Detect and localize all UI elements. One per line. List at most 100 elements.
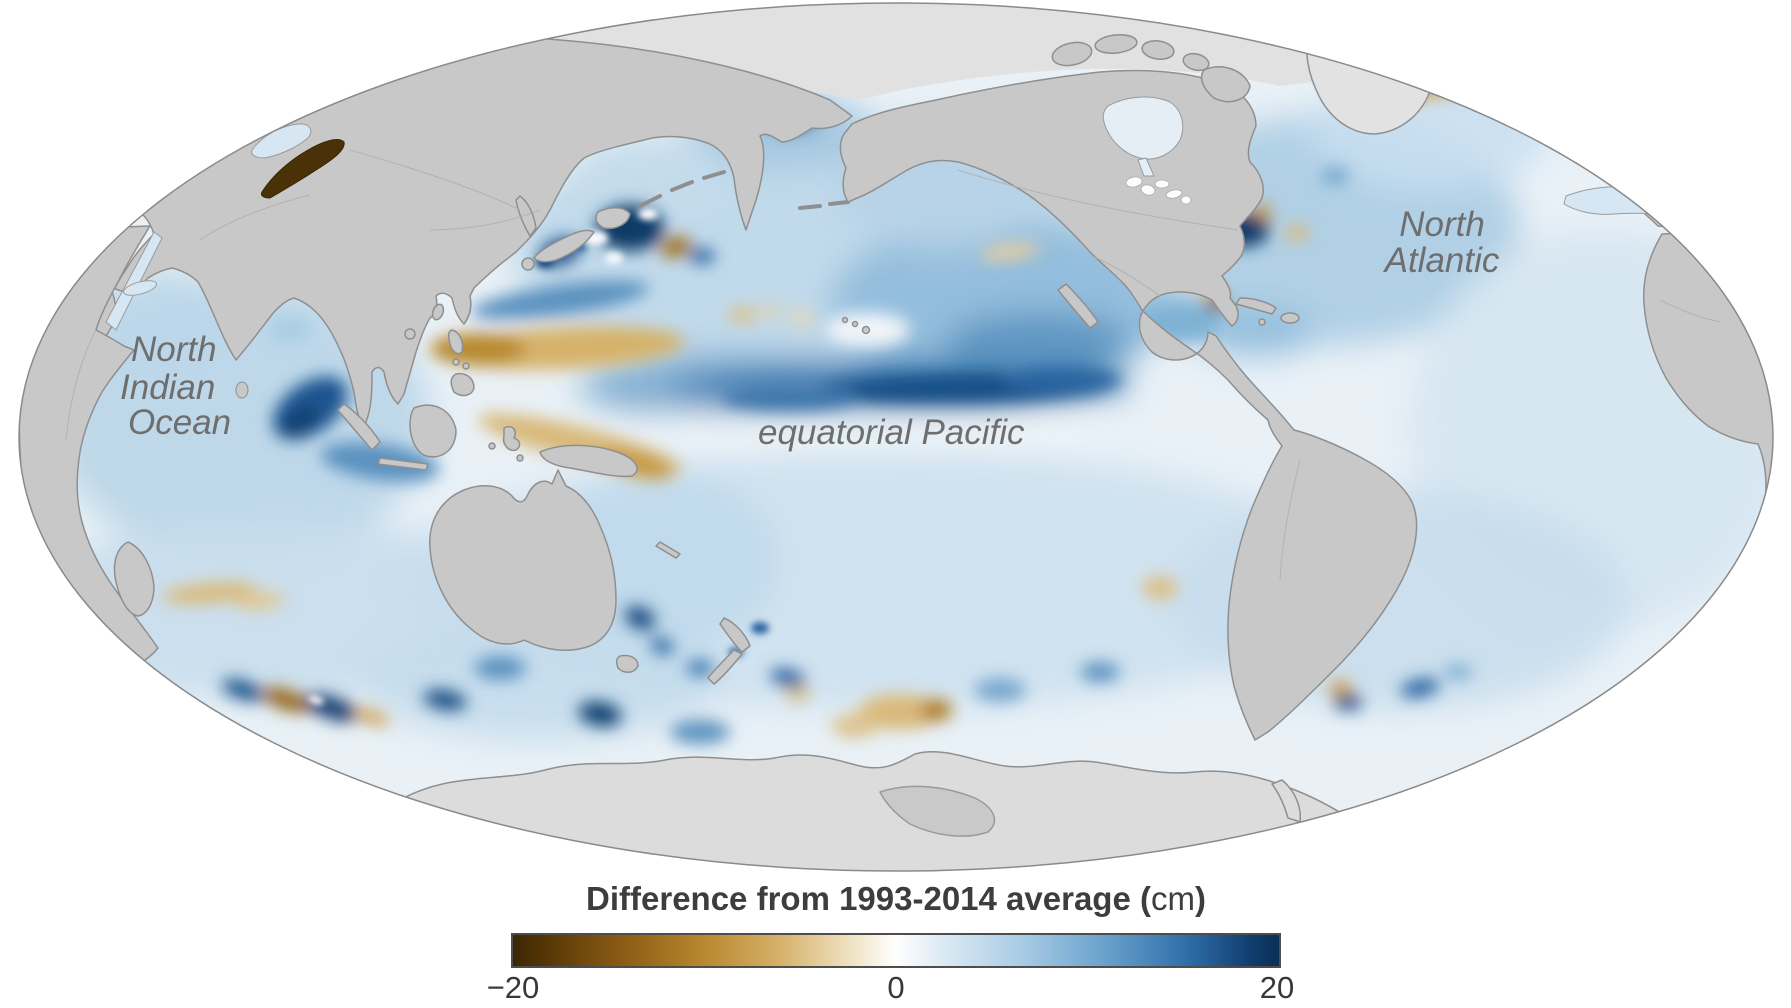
- land-new-caledonia: [655, 541, 681, 559]
- anomaly-blob: [1400, 678, 1440, 698]
- anomaly-blob: [474, 656, 526, 680]
- hudson-bay: [1102, 96, 1184, 160]
- anomaly-blob: [831, 714, 879, 738]
- colorbar-tick-min: −20: [486, 970, 540, 1005]
- black-sea: [251, 123, 312, 159]
- land-baja-california: [1057, 283, 1099, 329]
- anomaly-blob: [920, 699, 952, 721]
- anomaly-blob: [1444, 665, 1472, 679]
- anomaly-blob: [638, 208, 658, 220]
- land-kuril-islands: [638, 170, 726, 208]
- land-arctic-island: [1051, 41, 1093, 67]
- anomaly-blob: [1080, 662, 1120, 682]
- anomaly-blob: [578, 701, 622, 727]
- label-north-atlantic-line1: North: [1399, 205, 1485, 244]
- anomaly-blob: [570, 137, 730, 213]
- anomaly-blob: [660, 236, 692, 258]
- anomaly-blob: [720, 386, 860, 410]
- anomaly-blob: [670, 720, 730, 744]
- land-antarctica-highland: [879, 785, 996, 837]
- red-sea: [105, 231, 163, 331]
- anomaly-blob: [234, 592, 286, 610]
- land-jamaica: [1258, 318, 1266, 326]
- anomaly-blob: [760, 305, 780, 317]
- caspian-sea-negative-anomaly: [261, 139, 345, 199]
- anomaly-blob: [728, 307, 756, 323]
- anomaly-blob: [308, 695, 324, 705]
- anomaly-blob: [790, 311, 814, 325]
- land-hawaii-3: [861, 325, 871, 335]
- land-taiwan: [431, 303, 445, 321]
- anomaly-blob: [1321, 167, 1349, 185]
- land-antarctic-peninsula: [1271, 779, 1302, 823]
- persian-gulf: [123, 280, 157, 296]
- land-arctic-island-2: [1094, 34, 1138, 54]
- land-new-zealand-south: [707, 649, 743, 685]
- anomaly-blob: [858, 694, 942, 730]
- country-borders: [65, 149, 1721, 581]
- anomaly-blob: [974, 678, 1026, 702]
- land-britain: [1579, 107, 1598, 141]
- land-baffin: [1200, 66, 1251, 103]
- anomaly-blob: [689, 248, 715, 264]
- anomaly-blob: [980, 243, 1040, 261]
- label-north-indian-ocean-line1: North: [131, 330, 217, 369]
- label-north-atlantic-line2: Atlantic: [1383, 241, 1500, 280]
- anomaly-blob: [1285, 225, 1309, 241]
- anomaly-blob: [221, 679, 265, 701]
- anomaly-blob: [262, 687, 312, 713]
- colorbar-title: Difference from 1993-2014 average (cm): [511, 880, 1281, 918]
- anomaly-blob: [650, 637, 674, 655]
- colorbar-tick-zero: 0: [887, 970, 905, 1005]
- land-arctic-island-4: [1182, 52, 1210, 72]
- land-sakhalin: [515, 195, 537, 237]
- sri-lanka: [235, 381, 249, 399]
- land-tasmania: [615, 654, 639, 673]
- anomaly-blob: [1142, 576, 1178, 600]
- land-hokkaido: [595, 207, 631, 230]
- anomaly-blob: [770, 668, 806, 688]
- label-equatorial-pacific: equatorial Pacific: [758, 413, 1025, 452]
- land-madagascar: [113, 541, 155, 617]
- land-arctic-island-3: [1141, 40, 1175, 60]
- land-antarctica: [399, 751, 1381, 871]
- land-java: [377, 457, 429, 471]
- colorbar-tick-max: 20: [1259, 970, 1295, 1005]
- land-hainan: [404, 328, 416, 340]
- land-iceland: [1469, 95, 1499, 113]
- anomaly-blob: [786, 686, 810, 702]
- land-luzon: [447, 329, 464, 355]
- colorbar-title-unit: cm: [1150, 880, 1195, 917]
- great-lakes: [1125, 176, 1192, 205]
- james-bay: [1137, 157, 1155, 177]
- land-ireland: [1566, 129, 1578, 143]
- colorbar-gradient: [511, 933, 1281, 968]
- land-kyushu: [521, 257, 535, 271]
- land-aleutian-islands: [798, 200, 850, 210]
- anomaly-blob: [470, 280, 650, 320]
- land-hispaniola: [1280, 312, 1300, 324]
- land-moluccas-2: [516, 454, 524, 462]
- anomaly-blob: [430, 333, 526, 365]
- land-moluccas: [488, 442, 496, 450]
- land-australia: [429, 469, 617, 651]
- land-sumatra: [337, 403, 381, 451]
- anomaly-blob: [945, 312, 1135, 372]
- land-borneo: [409, 404, 457, 458]
- land-sulawesi: [502, 426, 521, 452]
- anomaly-blob: [1328, 680, 1352, 696]
- globe-outline: [18, 2, 1774, 872]
- label-north-indian-ocean-line2: Indian: [120, 368, 215, 407]
- colorbar-title-text: Difference from 1993-2014 average (: [586, 880, 1151, 917]
- land-cuba: [1235, 297, 1277, 315]
- anomaly-blob: [605, 252, 623, 264]
- anomaly-blob: [1334, 694, 1362, 710]
- baltic-sea: [1620, 93, 1652, 115]
- land-honshu: [533, 229, 595, 263]
- region-labels: North Indian Ocean equatorial Pacific No…: [120, 205, 1500, 452]
- anomaly-blob: [162, 582, 258, 604]
- anomaly-blob: [281, 406, 319, 438]
- land-new-guinea: [539, 444, 638, 478]
